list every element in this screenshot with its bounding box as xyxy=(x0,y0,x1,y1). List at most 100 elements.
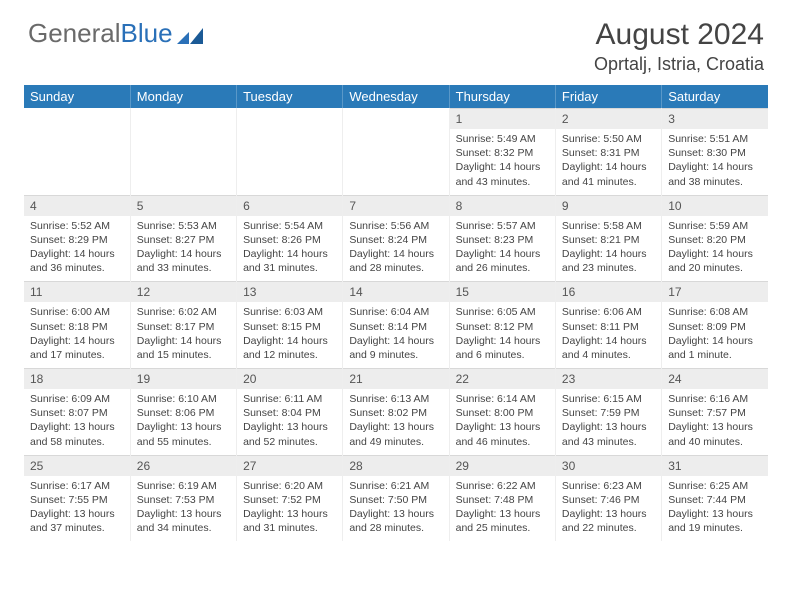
header: GeneralBlue August 2024 Oprtalj, Istria,… xyxy=(0,0,792,85)
calendar-cell: 3Sunrise: 5:51 AMSunset: 8:30 PMDaylight… xyxy=(662,108,768,195)
weekday-header: Sunday xyxy=(24,85,130,108)
calendar-cell: 14Sunrise: 6:04 AMSunset: 8:14 PMDayligh… xyxy=(343,281,449,368)
day-details: Sunrise: 5:57 AMSunset: 8:23 PMDaylight:… xyxy=(450,216,555,282)
calendar-cell: 31Sunrise: 6:25 AMSunset: 7:44 PMDayligh… xyxy=(662,455,768,542)
day-number: 15 xyxy=(450,281,555,302)
calendar-cell: 19Sunrise: 6:10 AMSunset: 8:06 PMDayligh… xyxy=(130,368,236,455)
calendar-cell xyxy=(237,108,343,195)
weekday-header: Monday xyxy=(130,85,236,108)
calendar-cell: 21Sunrise: 6:13 AMSunset: 8:02 PMDayligh… xyxy=(343,368,449,455)
day-number: 12 xyxy=(131,281,236,302)
calendar-cell: 2Sunrise: 5:50 AMSunset: 8:31 PMDaylight… xyxy=(555,108,661,195)
calendar-cell xyxy=(130,108,236,195)
day-number: 28 xyxy=(343,455,448,476)
day-details: Sunrise: 6:11 AMSunset: 8:04 PMDaylight:… xyxy=(237,389,342,455)
day-number: 10 xyxy=(662,195,768,216)
day-number: 4 xyxy=(24,195,130,216)
calendar-cell: 20Sunrise: 6:11 AMSunset: 8:04 PMDayligh… xyxy=(237,368,343,455)
day-details: Sunrise: 6:17 AMSunset: 7:55 PMDaylight:… xyxy=(24,476,130,542)
day-number: 30 xyxy=(556,455,661,476)
day-number: 16 xyxy=(556,281,661,302)
day-details: Sunrise: 5:52 AMSunset: 8:29 PMDaylight:… xyxy=(24,216,130,282)
calendar-cell: 24Sunrise: 6:16 AMSunset: 7:57 PMDayligh… xyxy=(662,368,768,455)
day-number: 25 xyxy=(24,455,130,476)
calendar-head: SundayMondayTuesdayWednesdayThursdayFrid… xyxy=(24,85,768,108)
brand-mark-icon xyxy=(177,24,205,44)
day-number: 13 xyxy=(237,281,342,302)
day-details: Sunrise: 6:14 AMSunset: 8:00 PMDaylight:… xyxy=(450,389,555,455)
brand-part2: Blue xyxy=(121,18,173,49)
day-number: 14 xyxy=(343,281,448,302)
day-number: 20 xyxy=(237,368,342,389)
day-details: Sunrise: 6:16 AMSunset: 7:57 PMDaylight:… xyxy=(662,389,768,455)
calendar-cell: 10Sunrise: 5:59 AMSunset: 8:20 PMDayligh… xyxy=(662,195,768,282)
calendar-cell: 23Sunrise: 6:15 AMSunset: 7:59 PMDayligh… xyxy=(555,368,661,455)
calendar-cell xyxy=(343,108,449,195)
day-details: Sunrise: 6:09 AMSunset: 8:07 PMDaylight:… xyxy=(24,389,130,455)
day-number: 7 xyxy=(343,195,448,216)
day-details: Sunrise: 6:15 AMSunset: 7:59 PMDaylight:… xyxy=(556,389,661,455)
day-details: Sunrise: 5:53 AMSunset: 8:27 PMDaylight:… xyxy=(131,216,236,282)
calendar-cell: 15Sunrise: 6:05 AMSunset: 8:12 PMDayligh… xyxy=(449,281,555,368)
day-number: 8 xyxy=(450,195,555,216)
weekday-header: Friday xyxy=(555,85,661,108)
day-details: Sunrise: 5:51 AMSunset: 8:30 PMDaylight:… xyxy=(662,129,768,195)
day-number: 24 xyxy=(662,368,768,389)
day-details: Sunrise: 6:02 AMSunset: 8:17 PMDaylight:… xyxy=(131,302,236,368)
calendar-cell: 28Sunrise: 6:21 AMSunset: 7:50 PMDayligh… xyxy=(343,455,449,542)
calendar-cell: 27Sunrise: 6:20 AMSunset: 7:52 PMDayligh… xyxy=(237,455,343,542)
calendar-cell: 11Sunrise: 6:00 AMSunset: 8:18 PMDayligh… xyxy=(24,281,130,368)
day-number: 27 xyxy=(237,455,342,476)
day-number: 2 xyxy=(556,108,661,129)
day-details: Sunrise: 5:58 AMSunset: 8:21 PMDaylight:… xyxy=(556,216,661,282)
brand-logo: GeneralBlue xyxy=(28,18,205,49)
calendar-cell: 29Sunrise: 6:22 AMSunset: 7:48 PMDayligh… xyxy=(449,455,555,542)
day-number: 23 xyxy=(556,368,661,389)
day-details: Sunrise: 5:49 AMSunset: 8:32 PMDaylight:… xyxy=(450,129,555,195)
title-block: August 2024 Oprtalj, Istria, Croatia xyxy=(594,18,764,75)
day-details: Sunrise: 6:04 AMSunset: 8:14 PMDaylight:… xyxy=(343,302,448,368)
day-number: 22 xyxy=(450,368,555,389)
day-details: Sunrise: 5:56 AMSunset: 8:24 PMDaylight:… xyxy=(343,216,448,282)
calendar-cell: 18Sunrise: 6:09 AMSunset: 8:07 PMDayligh… xyxy=(24,368,130,455)
day-number: 5 xyxy=(131,195,236,216)
calendar-cell: 7Sunrise: 5:56 AMSunset: 8:24 PMDaylight… xyxy=(343,195,449,282)
calendar-cell xyxy=(24,108,130,195)
day-details: Sunrise: 6:21 AMSunset: 7:50 PMDaylight:… xyxy=(343,476,448,542)
day-details: Sunrise: 5:59 AMSunset: 8:20 PMDaylight:… xyxy=(662,216,768,282)
calendar-cell: 13Sunrise: 6:03 AMSunset: 8:15 PMDayligh… xyxy=(237,281,343,368)
calendar-table: SundayMondayTuesdayWednesdayThursdayFrid… xyxy=(24,85,768,541)
calendar-cell: 30Sunrise: 6:23 AMSunset: 7:46 PMDayligh… xyxy=(555,455,661,542)
day-number: 19 xyxy=(131,368,236,389)
calendar-cell: 12Sunrise: 6:02 AMSunset: 8:17 PMDayligh… xyxy=(130,281,236,368)
calendar-cell: 26Sunrise: 6:19 AMSunset: 7:53 PMDayligh… xyxy=(130,455,236,542)
day-details: Sunrise: 6:23 AMSunset: 7:46 PMDaylight:… xyxy=(556,476,661,542)
day-details: Sunrise: 6:19 AMSunset: 7:53 PMDaylight:… xyxy=(131,476,236,542)
day-details: Sunrise: 6:25 AMSunset: 7:44 PMDaylight:… xyxy=(662,476,768,542)
day-number: 6 xyxy=(237,195,342,216)
month-title: August 2024 xyxy=(594,18,764,52)
day-details: Sunrise: 6:00 AMSunset: 8:18 PMDaylight:… xyxy=(24,302,130,368)
calendar-cell: 9Sunrise: 5:58 AMSunset: 8:21 PMDaylight… xyxy=(555,195,661,282)
day-number: 17 xyxy=(662,281,768,302)
day-details: Sunrise: 6:06 AMSunset: 8:11 PMDaylight:… xyxy=(556,302,661,368)
day-number: 9 xyxy=(556,195,661,216)
day-number: 31 xyxy=(662,455,768,476)
day-details: Sunrise: 6:22 AMSunset: 7:48 PMDaylight:… xyxy=(450,476,555,542)
weekday-header: Saturday xyxy=(662,85,768,108)
calendar-cell: 25Sunrise: 6:17 AMSunset: 7:55 PMDayligh… xyxy=(24,455,130,542)
calendar-cell: 4Sunrise: 5:52 AMSunset: 8:29 PMDaylight… xyxy=(24,195,130,282)
day-number: 1 xyxy=(450,108,555,129)
day-details: Sunrise: 6:03 AMSunset: 8:15 PMDaylight:… xyxy=(237,302,342,368)
day-details: Sunrise: 6:20 AMSunset: 7:52 PMDaylight:… xyxy=(237,476,342,542)
day-number: 21 xyxy=(343,368,448,389)
weekday-header: Thursday xyxy=(449,85,555,108)
calendar-cell: 16Sunrise: 6:06 AMSunset: 8:11 PMDayligh… xyxy=(555,281,661,368)
day-details: Sunrise: 6:13 AMSunset: 8:02 PMDaylight:… xyxy=(343,389,448,455)
day-details: Sunrise: 5:54 AMSunset: 8:26 PMDaylight:… xyxy=(237,216,342,282)
day-details: Sunrise: 6:08 AMSunset: 8:09 PMDaylight:… xyxy=(662,302,768,368)
day-number: 11 xyxy=(24,281,130,302)
calendar-cell: 6Sunrise: 5:54 AMSunset: 8:26 PMDaylight… xyxy=(237,195,343,282)
calendar-cell: 17Sunrise: 6:08 AMSunset: 8:09 PMDayligh… xyxy=(662,281,768,368)
calendar-body: 1Sunrise: 5:49 AMSunset: 8:32 PMDaylight… xyxy=(24,108,768,541)
